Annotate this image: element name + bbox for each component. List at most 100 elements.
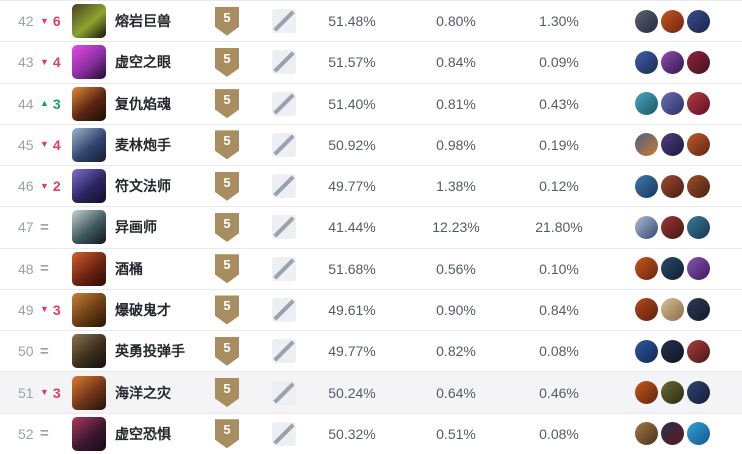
champion-name[interactable]: 虚空之眼: [115, 54, 171, 71]
trend-arrow-icon: ▼: [40, 304, 49, 315]
mini-champion-icon[interactable]: [661, 257, 684, 281]
table-row[interactable]: 45 ▼ 4 麦林炮手 5 50.92% 0.98% 0.19%: [0, 123, 742, 166]
mini-champion-icon[interactable]: [661, 92, 684, 116]
recommended-champions: [635, 257, 710, 281]
mini-champion-icon[interactable]: [661, 381, 684, 405]
champion-portrait[interactable]: [72, 45, 106, 80]
win-rate-value: 51.57%: [328, 54, 376, 71]
third-stat-value: 1.30%: [539, 13, 579, 30]
champion-name[interactable]: 异画师: [115, 219, 157, 236]
mini-champion-icon[interactable]: [635, 174, 658, 198]
champion-portrait[interactable]: [72, 169, 106, 204]
mini-champion-icon[interactable]: [661, 339, 684, 363]
slash-bar: [273, 258, 295, 280]
third-stat-value: 0.10%: [539, 260, 579, 277]
mini-champion-icon[interactable]: [687, 381, 710, 405]
rank-trend: =: [40, 260, 72, 277]
table-row[interactable]: 49 ▼ 3 爆破鬼才 5 49.61% 0.90% 0.84%: [0, 288, 742, 331]
mini-champion-icon[interactable]: [687, 298, 710, 322]
mini-champion-icon[interactable]: [635, 422, 658, 446]
slash-bar: [273, 299, 295, 321]
mini-champion-icon[interactable]: [635, 50, 658, 74]
rank-number: 43: [18, 54, 34, 71]
mini-champion-icon[interactable]: [635, 257, 658, 281]
champion-portrait[interactable]: [72, 375, 106, 410]
third-stat-value: 0.12%: [539, 178, 579, 195]
champion-portrait[interactable]: [72, 210, 106, 245]
champion-name[interactable]: 麦林炮手: [115, 136, 171, 153]
champion-portrait[interactable]: [72, 4, 106, 39]
table-row[interactable]: 47 = 异画师 5 41.44% 12.23% 21.80%: [0, 206, 742, 248]
trend-value: =: [40, 260, 49, 278]
trend-value: 3: [52, 384, 61, 401]
mini-champion-icon[interactable]: [687, 133, 710, 157]
trait-slash-icon: [272, 215, 296, 240]
win-rate-value: 51.40%: [328, 95, 376, 112]
mini-champion-icon[interactable]: [687, 9, 710, 33]
rank-number: 50: [18, 343, 34, 360]
champion-name[interactable]: 海洋之灾: [115, 384, 171, 401]
win-rate-value: 41.44%: [328, 219, 376, 236]
champion-portrait[interactable]: [72, 127, 106, 162]
pick-rate-value: 1.38%: [436, 178, 476, 195]
mini-champion-icon[interactable]: [635, 215, 658, 239]
rank-number: 44: [18, 95, 34, 112]
trait-slash-icon: [272, 421, 296, 446]
champion-portrait[interactable]: [72, 86, 106, 121]
mini-champion-icon[interactable]: [635, 298, 658, 322]
champion-name[interactable]: 英勇投弹手: [115, 343, 185, 360]
table-row[interactable]: 46 ▼ 2 符文法师 5 49.77% 1.38% 0.12%: [0, 165, 742, 207]
trait-slash-icon: [272, 9, 296, 34]
mini-champion-icon[interactable]: [635, 92, 658, 116]
pick-rate-value: 0.84%: [436, 54, 476, 71]
mini-champion-icon[interactable]: [635, 339, 658, 363]
table-row[interactable]: 43 ▼ 4 虚空之眼 5 51.57% 0.84% 0.09%: [0, 41, 742, 83]
trait-slash-icon: [272, 297, 296, 322]
table-row[interactable]: 44 ▲ 3 复仇焰魂 5 51.40% 0.81% 0.43%: [0, 82, 742, 124]
rank-number: 42: [18, 13, 34, 30]
recommended-champions: [635, 215, 710, 239]
champion-name[interactable]: 酒桶: [115, 260, 143, 277]
pick-rate-value: 0.56%: [436, 260, 476, 277]
champion-portrait[interactable]: [72, 334, 106, 369]
mini-champion-icon[interactable]: [687, 92, 710, 116]
mini-champion-icon[interactable]: [635, 133, 658, 157]
third-stat-value: 0.08%: [539, 425, 579, 442]
trait-slash-icon: [272, 132, 296, 157]
tier-badge: 5: [215, 171, 239, 201]
champion-name[interactable]: 复仇焰魂: [115, 95, 171, 112]
slash-bar: [273, 216, 295, 239]
mini-champion-icon[interactable]: [661, 133, 684, 157]
mini-champion-icon[interactable]: [687, 174, 710, 198]
recommended-champions: [635, 133, 710, 157]
rank-trend: ▼ 2: [40, 178, 72, 194]
champion-name[interactable]: 熔岩巨兽: [115, 13, 171, 30]
mini-champion-icon[interactable]: [661, 174, 684, 198]
mini-champion-icon[interactable]: [661, 422, 684, 446]
table-row[interactable]: 48 = 酒桶 5 51.68% 0.56% 0.10%: [0, 247, 742, 289]
mini-champion-icon[interactable]: [687, 422, 710, 446]
mini-champion-icon[interactable]: [635, 381, 658, 405]
champion-name[interactable]: 爆破鬼才: [115, 301, 171, 318]
trend-value: 3: [52, 95, 61, 112]
table-row[interactable]: 52 = 虚空恐惧 5 50.32% 0.51% 0.08%: [0, 412, 742, 454]
table-row[interactable]: 51 ▼ 3 海洋之灾 5 50.24% 0.64% 0.46%: [0, 371, 742, 413]
rank-trend: =: [40, 219, 72, 236]
mini-champion-icon[interactable]: [687, 257, 710, 281]
mini-champion-icon[interactable]: [661, 50, 684, 74]
table-row[interactable]: 42 ▼ 6 熔岩巨兽 5 51.48% 0.80% 1.30%: [0, 0, 742, 42]
mini-champion-icon[interactable]: [687, 215, 710, 239]
mini-champion-icon[interactable]: [661, 215, 684, 239]
mini-champion-icon[interactable]: [635, 9, 658, 33]
champion-portrait[interactable]: [72, 292, 106, 327]
mini-champion-icon[interactable]: [687, 339, 710, 363]
table-row[interactable]: 50 = 英勇投弹手 5 49.77% 0.82% 0.08%: [0, 330, 742, 372]
champion-name[interactable]: 虚空恐惧: [115, 425, 171, 442]
mini-champion-icon[interactable]: [687, 50, 710, 74]
champion-portrait[interactable]: [72, 416, 106, 451]
mini-champion-icon[interactable]: [661, 9, 684, 33]
champion-portrait[interactable]: [72, 251, 106, 286]
mini-champion-icon[interactable]: [661, 298, 684, 322]
slash-bar: [273, 175, 295, 197]
champion-name[interactable]: 符文法师: [115, 178, 171, 195]
